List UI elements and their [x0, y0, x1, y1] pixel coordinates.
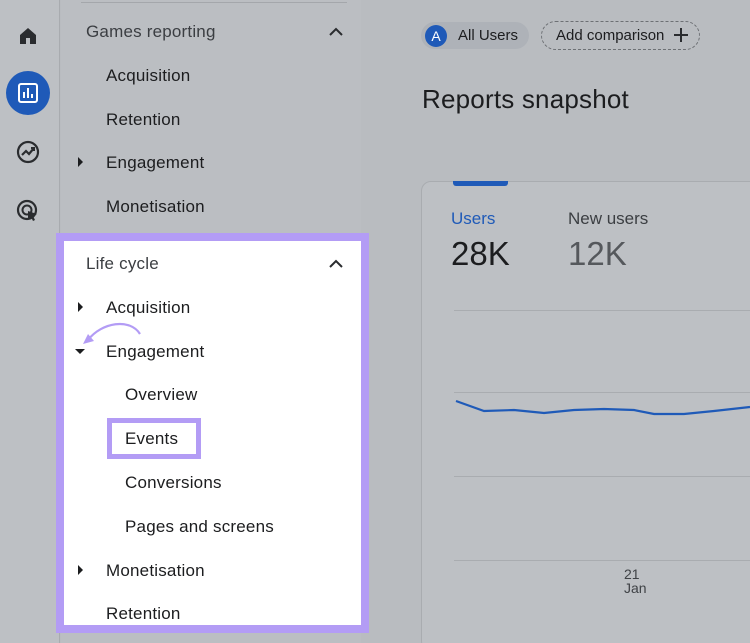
metric-new-users-value: 12K	[568, 235, 627, 272]
advertising-icon	[16, 199, 38, 221]
events-highlight	[107, 418, 201, 459]
nav-lifecycle-engagement[interactable]: Engagement	[106, 342, 205, 361]
expand-arrow-icon[interactable]	[78, 157, 83, 167]
reports-button[interactable]	[6, 71, 50, 115]
expand-arrow-icon[interactable]	[78, 565, 83, 575]
segment-chip[interactable]: A All Users	[421, 22, 529, 49]
chart-gridline	[454, 310, 750, 311]
curved-arrow-icon	[83, 322, 141, 344]
left-rail	[0, 0, 60, 643]
advertising-button[interactable]	[6, 189, 50, 233]
x-axis-month-label: Jan	[624, 580, 647, 596]
chevron-up-icon[interactable]	[329, 259, 343, 268]
nav-engagement-overview[interactable]: Overview	[125, 385, 198, 404]
add-comparison-button[interactable]: Add comparison	[541, 21, 700, 50]
users-trend-line	[455, 399, 750, 416]
divider	[81, 2, 347, 3]
nav-lifecycle-monetisation[interactable]: Monetisation	[106, 561, 205, 580]
segment-avatar: A	[425, 24, 447, 47]
nav-engagement-events[interactable]: Events	[125, 429, 179, 448]
metric-users-value: 28K	[451, 235, 510, 272]
chevron-up-icon[interactable]	[329, 27, 343, 36]
add-comparison-label: Add comparison	[556, 27, 665, 44]
explore-button[interactable]	[6, 130, 50, 174]
home-button[interactable]	[6, 14, 50, 58]
metric-users-label[interactable]: Users	[451, 209, 496, 228]
explore-icon	[16, 140, 40, 164]
nav-games-monetisation[interactable]: Monetisation	[106, 197, 205, 216]
chart-gridline	[454, 476, 750, 477]
plus-icon	[674, 28, 688, 42]
nav-lifecycle-retention[interactable]: Retention	[106, 604, 181, 623]
chart-gridline	[454, 392, 750, 393]
life-cycle-header[interactable]: Life cycle	[86, 254, 159, 273]
collapse-arrow-icon[interactable]	[75, 349, 85, 354]
home-icon	[20, 28, 36, 44]
x-axis-day-label: 21	[624, 566, 640, 582]
segment-label: All Users	[458, 27, 519, 44]
active-metric-indicator	[453, 181, 508, 186]
nav-games-engagement[interactable]: Engagement	[106, 153, 205, 172]
nav-games-acquisition[interactable]: Acquisition	[106, 66, 191, 85]
reports-icon	[18, 83, 38, 103]
nav-engagement-pages-and-screens[interactable]: Pages and screens	[125, 517, 274, 536]
page-title: Reports snapshot	[422, 84, 629, 114]
nav-engagement-conversions[interactable]: Conversions	[125, 473, 222, 492]
expand-arrow-icon[interactable]	[78, 302, 83, 312]
chart-gridline	[454, 560, 750, 561]
games-reporting-header[interactable]: Games reporting	[86, 22, 216, 41]
life-cycle-highlight	[56, 233, 369, 633]
metric-new-users-label[interactable]: New users	[568, 209, 649, 228]
nav-lifecycle-acquisition[interactable]: Acquisition	[106, 298, 191, 317]
nav-games-retention[interactable]: Retention	[106, 110, 181, 129]
